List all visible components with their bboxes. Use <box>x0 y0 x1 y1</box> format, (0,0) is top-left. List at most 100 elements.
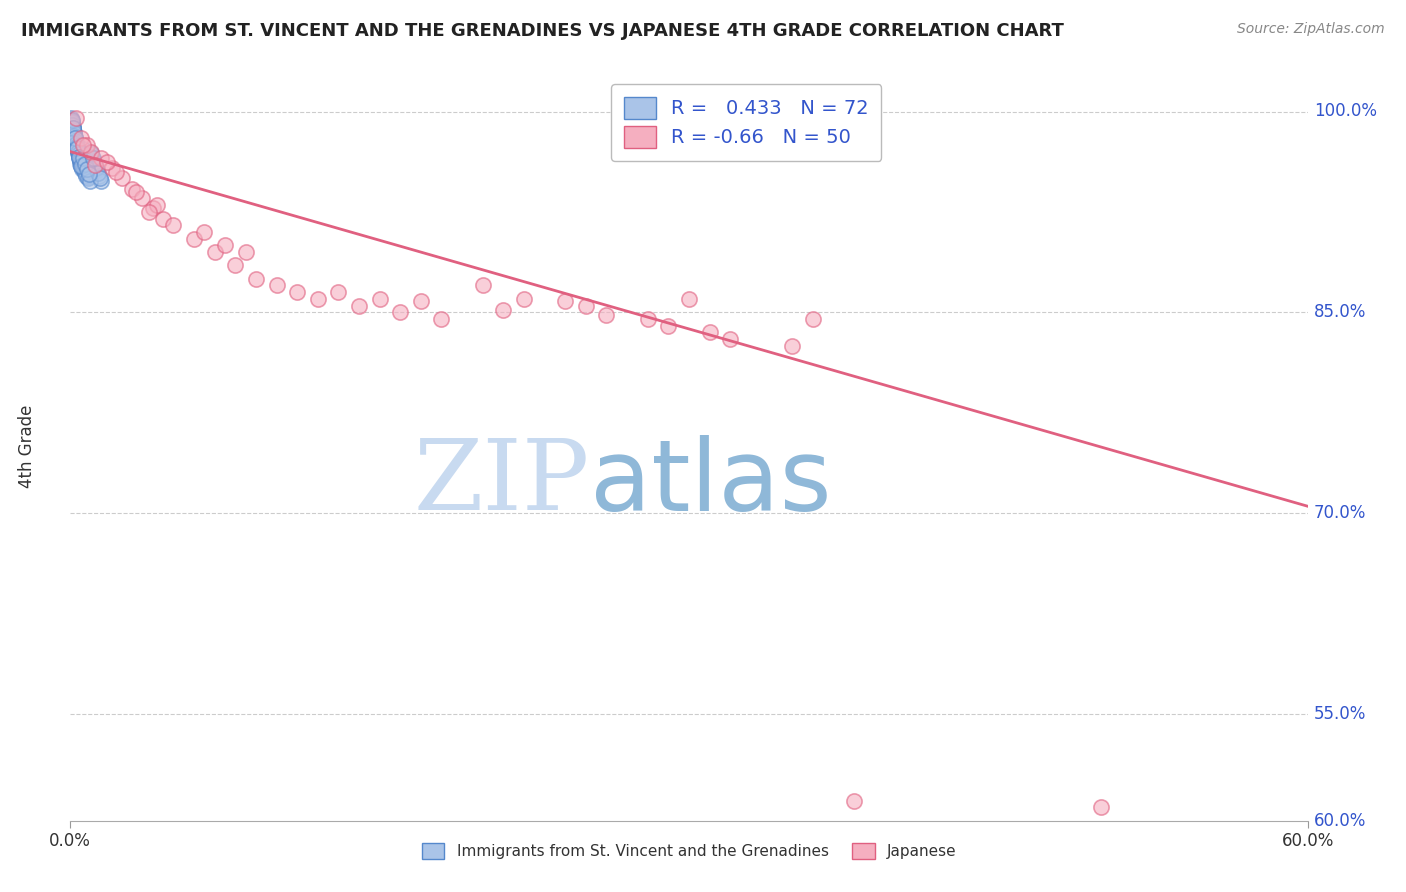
Text: IMMIGRANTS FROM ST. VINCENT AND THE GRENADINES VS JAPANESE 4TH GRADE CORRELATION: IMMIGRANTS FROM ST. VINCENT AND THE GREN… <box>21 22 1064 40</box>
Point <box>801 312 824 326</box>
Point <box>100 161 122 175</box>
Point <box>307 292 329 306</box>
Point <box>60 114 83 128</box>
Point <box>409 294 432 309</box>
Point <box>67 147 90 161</box>
Point <box>89 171 111 186</box>
Point <box>266 278 288 293</box>
Point <box>63 125 86 139</box>
Point <box>63 131 86 145</box>
Point <box>76 162 98 177</box>
Text: ZIP: ZIP <box>413 435 591 532</box>
Point <box>245 271 267 285</box>
Point <box>90 174 112 188</box>
Point <box>96 155 118 169</box>
Point <box>89 169 111 183</box>
Point <box>492 302 515 317</box>
Point <box>62 120 84 135</box>
Text: 70.0%: 70.0% <box>1313 504 1367 522</box>
Text: 60.0%: 60.0% <box>1313 812 1367 830</box>
Point <box>66 142 89 156</box>
Point <box>554 294 576 309</box>
Point <box>70 155 93 169</box>
Point <box>842 794 865 808</box>
Point <box>90 152 112 166</box>
Point <box>595 308 617 322</box>
Point <box>430 312 453 326</box>
Point <box>72 142 94 156</box>
Point <box>146 198 169 212</box>
Point <box>67 148 90 162</box>
Point <box>67 150 90 164</box>
Point <box>328 285 350 300</box>
Point <box>193 225 215 239</box>
Point <box>82 152 104 166</box>
Point <box>66 141 89 155</box>
Point <box>575 298 598 312</box>
Text: 55.0%: 55.0% <box>1313 705 1367 723</box>
Point <box>73 153 96 167</box>
Point <box>63 127 86 141</box>
Point <box>62 126 84 140</box>
Text: Source: ZipAtlas.com: Source: ZipAtlas.com <box>1237 22 1385 37</box>
Point <box>79 174 101 188</box>
Text: 100.0%: 100.0% <box>1313 103 1376 120</box>
Point <box>62 120 84 135</box>
Point <box>76 163 98 178</box>
Point <box>70 159 93 173</box>
Point <box>86 163 108 178</box>
Point <box>80 150 103 164</box>
Point <box>72 137 94 152</box>
Point <box>368 292 391 306</box>
Point <box>699 325 721 339</box>
Point <box>513 292 536 306</box>
Point <box>73 147 96 161</box>
Point <box>60 112 83 127</box>
Point <box>67 152 90 166</box>
Point <box>60 117 83 131</box>
Point <box>62 121 84 136</box>
Point <box>162 218 184 232</box>
Point <box>75 166 97 180</box>
Point <box>65 111 87 125</box>
Point <box>77 168 100 182</box>
Point <box>285 285 308 300</box>
Point <box>60 115 83 129</box>
Point <box>75 157 97 171</box>
Point <box>204 244 226 259</box>
Point <box>471 278 494 293</box>
Point <box>1090 800 1112 814</box>
Point <box>72 161 94 175</box>
Point <box>69 153 91 168</box>
Point <box>780 338 803 352</box>
Point <box>637 312 659 326</box>
Point <box>75 158 97 172</box>
Point <box>84 158 107 172</box>
Point <box>72 152 94 166</box>
Point <box>63 131 86 145</box>
Point <box>83 155 105 169</box>
Point <box>65 135 87 149</box>
Point <box>389 305 412 319</box>
Point <box>65 134 87 148</box>
Point <box>63 130 86 145</box>
Legend: Immigrants from St. Vincent and the Grenadines, Japanese: Immigrants from St. Vincent and the Gren… <box>415 838 963 865</box>
Point <box>138 205 160 219</box>
Point <box>73 163 96 178</box>
Point <box>718 332 741 346</box>
Point <box>69 131 91 145</box>
Point <box>80 145 103 159</box>
Point <box>69 157 91 171</box>
Point <box>76 137 98 152</box>
Point <box>62 123 84 137</box>
Point <box>82 153 104 167</box>
Point <box>183 232 205 246</box>
Point <box>80 145 103 161</box>
Point <box>131 191 153 205</box>
Point <box>235 244 257 259</box>
Point <box>66 143 89 157</box>
Point <box>69 159 91 173</box>
Point <box>66 141 89 155</box>
Point <box>67 145 90 161</box>
Point <box>77 169 100 183</box>
